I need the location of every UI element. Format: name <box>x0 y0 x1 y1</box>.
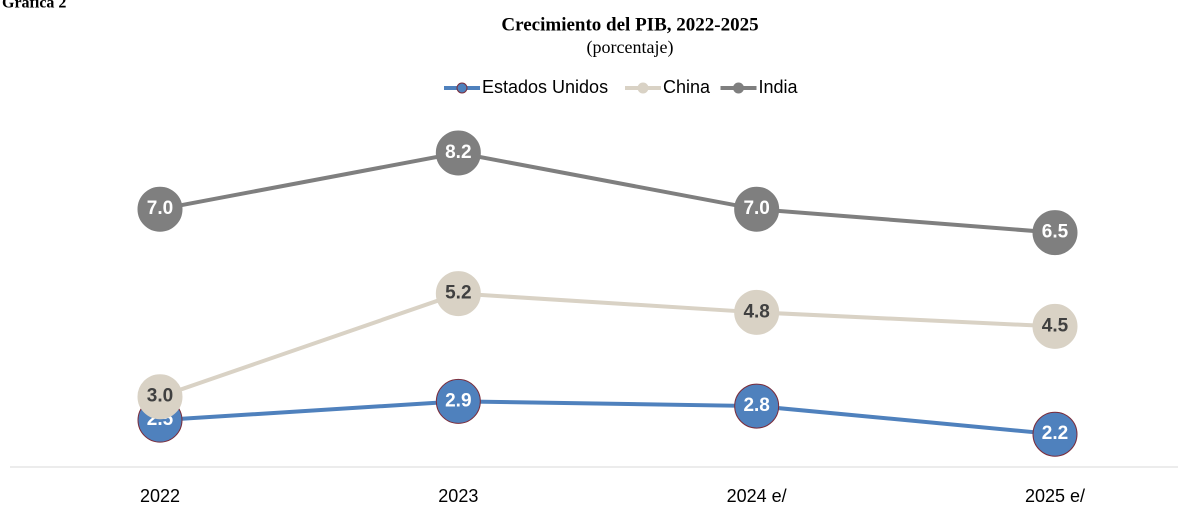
value-label: 2.2 <box>1042 423 1068 444</box>
value-label: 7.0 <box>743 198 769 219</box>
marker <box>1032 411 1078 457</box>
series-line <box>159 291 1056 399</box>
marker <box>435 271 481 317</box>
x-tick-label: 2025 e/ <box>1025 486 1085 506</box>
marker <box>734 186 780 232</box>
x-tick-label: 2022 <box>140 486 180 506</box>
marker <box>734 289 780 335</box>
x-tick-label: 2024 e/ <box>727 486 787 506</box>
value-label: 6.5 <box>1042 222 1069 243</box>
value-label: 5.2 <box>445 283 471 304</box>
legend-marker <box>637 82 649 94</box>
marker <box>734 383 780 429</box>
x-tick-label: 2023 <box>438 486 478 506</box>
figure-label: Gráfica 2 <box>2 0 66 12</box>
marker <box>137 186 183 232</box>
value-label: 3.0 <box>147 386 173 407</box>
legend-label: India <box>759 77 799 97</box>
legend-marker <box>456 82 468 94</box>
marker <box>435 378 481 424</box>
legend-label: Estados Unidos <box>482 77 608 97</box>
value-label: 4.8 <box>743 301 769 322</box>
series-line <box>159 150 1056 235</box>
value-label: 4.5 <box>1042 315 1069 336</box>
legend-label: China <box>663 77 711 97</box>
chart-subtitle: (porcentaje) <box>587 37 674 58</box>
marker <box>435 130 481 176</box>
value-label: 2.9 <box>445 390 471 411</box>
value-label: 7.0 <box>147 198 173 219</box>
legend-marker <box>733 82 744 94</box>
value-label: 2.8 <box>743 395 769 416</box>
chart-title: Crecimiento del PIB, 2022-2025 <box>501 14 758 35</box>
marker <box>1032 210 1078 256</box>
series-line <box>159 399 1056 437</box>
marker <box>1032 303 1078 349</box>
value-label: 8.2 <box>445 142 471 163</box>
marker <box>137 374 183 420</box>
